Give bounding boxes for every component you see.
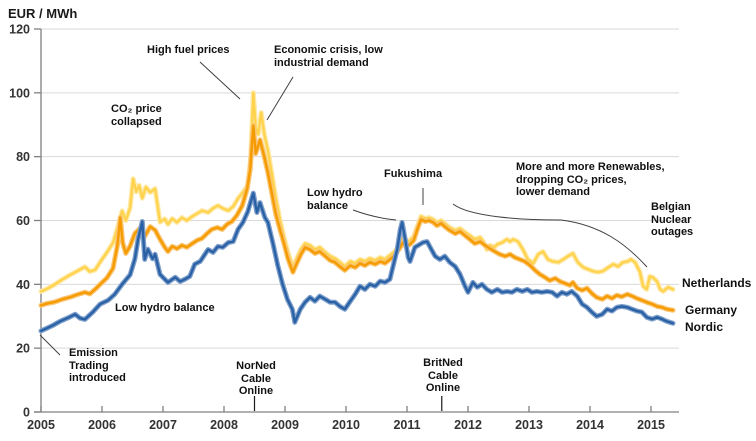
annotation-britned-cable: BritNed Cable Online — [423, 357, 463, 394]
economic-crisis-leader-line — [266, 76, 294, 121]
y-tick-label-80: 80 — [16, 150, 30, 164]
tick-marks — [34, 28, 652, 413]
series-label-netherlands: Netherlands — [682, 276, 752, 290]
high-fuel-leader-line — [199, 61, 241, 100]
x-tick-label-2006: 2006 — [88, 418, 116, 432]
annotation-belgian-nuclear: Belgian Nuclear outages — [651, 201, 694, 238]
x-tick-label-2005: 2005 — [27, 418, 55, 432]
y-tick-label-60: 60 — [16, 214, 30, 228]
annotation-low-hydro-2010: Low hydro balance — [307, 187, 363, 212]
leader-lines — [39, 61, 648, 356]
annotation-emission-trading: Emission Trading introduced — [69, 347, 126, 384]
x-tick-label-2012: 2012 — [454, 418, 482, 432]
annotation-low-hydro-2006: Low hydro balance — [115, 302, 215, 314]
y-tick-label-20: 20 — [16, 342, 30, 356]
series-label-germany: Germany — [685, 303, 738, 317]
gridlines — [41, 28, 679, 349]
belgian-nuclear-leader-line — [560, 219, 648, 268]
x-tick-label-2014: 2014 — [576, 418, 604, 432]
series-line-netherlands — [39, 91, 675, 293]
axis-title-eur-mwh: EUR / MWh — [8, 6, 78, 21]
series-lines — [38, 90, 676, 334]
event-marker-lines — [253, 396, 443, 411]
y-tick-label-0: 0 — [23, 406, 30, 420]
y-tick-label-40: 40 — [16, 278, 30, 292]
x-tick-label-2013: 2013 — [515, 418, 543, 432]
series-line-germany — [39, 124, 675, 312]
annotation-economic-crisis: Economic crisis, low industrial demand — [274, 44, 383, 69]
y-tick-label-120: 120 — [9, 23, 30, 37]
x-tick-label-2015: 2015 — [637, 418, 665, 432]
x-tick-label-2011: 2011 — [393, 418, 420, 432]
annotation-norned-cable: NorNed Cable Online — [236, 360, 276, 397]
series-line-nordic — [39, 191, 675, 333]
annotation-fukushima: Fukushima — [384, 168, 443, 180]
emission-trading-leader-line — [39, 334, 61, 356]
x-tick-label-2008: 2008 — [210, 418, 238, 432]
x-tick-label-2010: 2010 — [332, 418, 360, 432]
series-label-nordic: Nordic — [685, 320, 724, 334]
tick-labels: 0 20 40 60 80 100 120 2005 2006 2007 2008 2009 2010 2… — [9, 23, 665, 433]
annotation-co2-price-collapsed: CO₂ price collapsed — [111, 103, 162, 128]
series-line-germany — [38, 123, 676, 313]
renewables-brace-line — [452, 203, 562, 221]
low-hydro-2010-leader-line — [352, 209, 397, 221]
annotation-renewables: More and more Renewables, dropping CO₂ p… — [516, 161, 665, 198]
annotation-high-fuel-prices: High fuel prices — [147, 44, 230, 56]
x-tick-label-2007: 2007 — [149, 418, 177, 432]
y-tick-label-100: 100 — [9, 86, 30, 100]
x-tick-label-2009: 2009 — [271, 418, 299, 432]
